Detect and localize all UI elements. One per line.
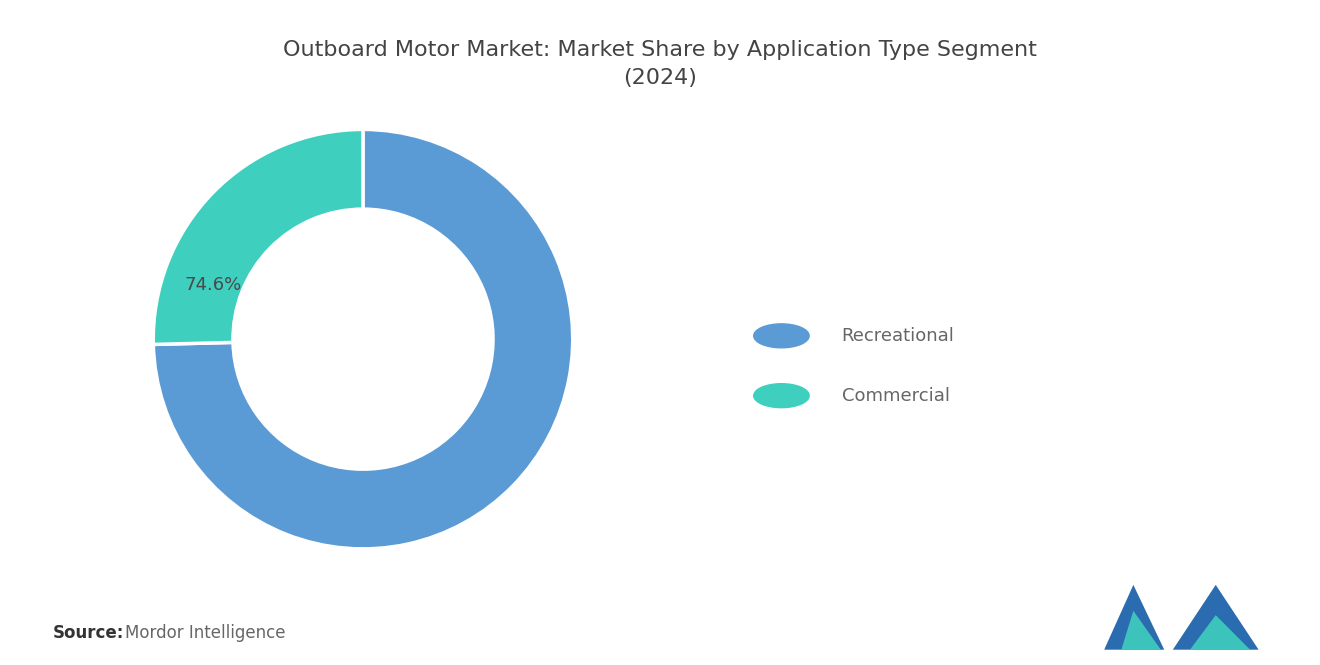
Wedge shape: [153, 130, 363, 344]
Polygon shape: [1104, 585, 1164, 650]
Text: 74.6%: 74.6%: [185, 275, 242, 294]
Circle shape: [754, 324, 809, 348]
Text: Commercial: Commercial: [842, 386, 949, 405]
Polygon shape: [1191, 615, 1250, 650]
Polygon shape: [1172, 585, 1259, 650]
Polygon shape: [1121, 610, 1160, 650]
Text: Mordor Intelligence: Mordor Intelligence: [125, 624, 286, 642]
Text: Source:: Source:: [53, 624, 124, 642]
Wedge shape: [153, 130, 573, 549]
Text: Outboard Motor Market: Market Share by Application Type Segment
(2024): Outboard Motor Market: Market Share by A…: [282, 40, 1038, 88]
Text: Recreational: Recreational: [842, 327, 954, 345]
Circle shape: [754, 384, 809, 408]
Circle shape: [232, 209, 494, 469]
